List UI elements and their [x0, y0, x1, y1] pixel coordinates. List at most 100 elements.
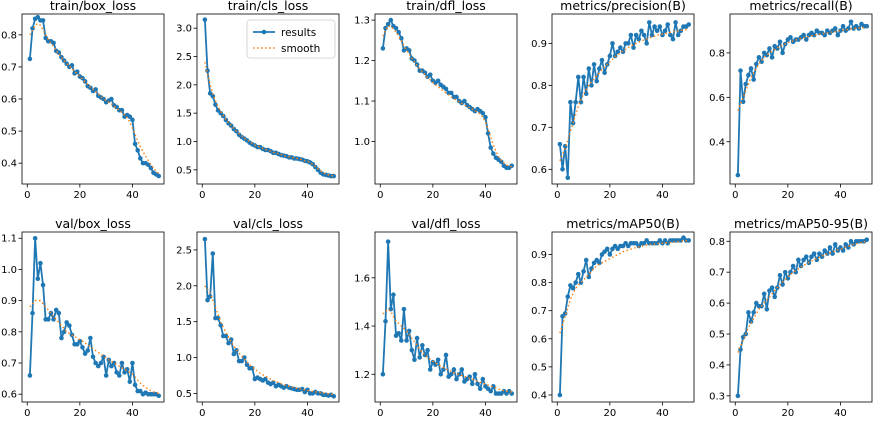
results-point — [581, 269, 586, 274]
results-point — [607, 53, 613, 59]
x-tick-label: 0 — [377, 190, 383, 201]
results-point — [414, 335, 420, 341]
results-point — [43, 35, 48, 41]
results-point — [625, 41, 631, 46]
results-point — [64, 320, 70, 325]
results-point — [88, 335, 93, 341]
results-point — [242, 355, 247, 360]
x-tick-label: 40 — [834, 190, 847, 201]
subplot-metrics-precision-b: metrics/precision(B) 0 20 40 0.6 0.7 0.8 0.9 — [531, 0, 695, 201]
subplot-train-box-loss: train/box_loss 0 20 40 0.4 0.5 0.6 0.7 0.8 — [1, 0, 165, 201]
results-point — [56, 310, 62, 316]
results-point — [851, 242, 856, 247]
y-tick-label: 0.6 — [531, 334, 547, 345]
subplot-metrics-map50-b: metrics/mAP50(B) 0 20 40 0.4 0.5 0.6 0.7 0.8 0.9 — [531, 216, 695, 419]
results-point — [114, 104, 119, 110]
results-point — [132, 141, 138, 147]
results-point — [270, 380, 276, 385]
subplot-title: metrics/recall(B) — [749, 0, 852, 13]
results-point — [735, 393, 741, 399]
x-tick-label: 0 — [732, 408, 738, 419]
results-point — [618, 45, 623, 50]
results-point — [462, 98, 467, 104]
results-point — [788, 35, 793, 40]
subplot-val-box-loss: val/box_loss 0 20 40 0.6 0.7 0.8 0.9 1.0 1.1 — [1, 216, 165, 419]
x-tick-label: 40 — [301, 408, 314, 419]
subplot-title: val/cls_loss — [233, 216, 303, 231]
axes-frame — [729, 231, 873, 403]
results-point — [668, 32, 673, 38]
subplot-title: metrics/mAP50-95(B) — [734, 216, 868, 231]
results-point — [767, 46, 772, 51]
x-tick-label: 20 — [73, 408, 86, 419]
results-point — [127, 379, 133, 385]
results-point — [780, 50, 785, 56]
y-tick-label: 1.0 — [176, 137, 192, 148]
results-point — [597, 66, 602, 71]
results-point — [35, 276, 41, 282]
results-point — [575, 271, 581, 277]
subplot-title: val/dfl_loss — [412, 216, 481, 231]
results-point — [509, 391, 515, 396]
results-point — [483, 114, 488, 120]
results-point — [393, 25, 399, 31]
results-point — [45, 317, 51, 322]
results-point — [830, 251, 835, 256]
results-point — [480, 110, 486, 116]
results-point — [491, 384, 496, 389]
results-point — [202, 17, 208, 22]
results-point — [396, 29, 401, 35]
results-point — [599, 57, 605, 63]
results-point — [116, 373, 122, 378]
results-point — [646, 20, 652, 25]
results-point — [385, 21, 391, 27]
results-point — [331, 173, 337, 179]
results-point — [491, 151, 496, 156]
x-tick-label: 0 — [732, 190, 738, 201]
subplot-metrics-recall-b: metrics/recall(B) 0 20 40 0.4 0.6 0.8 — [709, 0, 873, 201]
results-point — [443, 352, 449, 358]
results-point — [801, 257, 806, 263]
results-point — [573, 99, 578, 105]
results-point — [420, 343, 425, 348]
results-point — [80, 345, 85, 350]
results-point — [380, 371, 386, 377]
results-point — [509, 163, 515, 169]
results-point — [660, 32, 665, 38]
results-point — [138, 388, 143, 394]
y-tick-label: 1.5 — [176, 317, 192, 328]
results-point — [67, 323, 72, 328]
results-point — [562, 311, 568, 316]
results-point — [205, 297, 210, 303]
results-point — [427, 72, 433, 78]
smooth-line — [382, 308, 512, 393]
results-point — [751, 310, 756, 315]
results-point — [64, 61, 70, 67]
y-tick-label: 2.0 — [176, 281, 192, 292]
results-point — [109, 96, 114, 102]
results-point — [665, 22, 671, 27]
results-point — [32, 235, 38, 241]
results-point — [82, 351, 88, 356]
subplot-val-cls-loss: val/cls_loss 0 20 40 0.5 1.0 1.5 2.0 2.5 — [176, 216, 340, 419]
results-point — [746, 310, 751, 315]
results-point — [263, 376, 268, 382]
results-point — [475, 381, 480, 387]
results-point — [53, 307, 59, 313]
results-point — [477, 386, 483, 392]
results-point — [581, 74, 586, 80]
subplot-val-dfl-loss: val/dfl_loss 0 20 40 1.2 1.4 1.6 — [354, 216, 518, 419]
y-tick-label: 1.5 — [176, 109, 192, 120]
results-point — [441, 367, 446, 372]
y-tick-label: 0.8 — [1, 30, 17, 41]
results-point — [425, 347, 430, 353]
results-point — [793, 269, 799, 275]
results-point — [565, 175, 571, 181]
results-point — [777, 272, 783, 278]
results-point — [207, 294, 213, 299]
results-point — [135, 148, 141, 153]
subplot-metrics-map50-95-b: metrics/mAP50-95(B) 0 20 40 0.3 0.4 0.5 0.6 0.7 0… — [709, 216, 873, 419]
x-tick-label: 40 — [656, 408, 669, 419]
results-point — [743, 81, 749, 87]
smooth-line — [559, 239, 689, 334]
